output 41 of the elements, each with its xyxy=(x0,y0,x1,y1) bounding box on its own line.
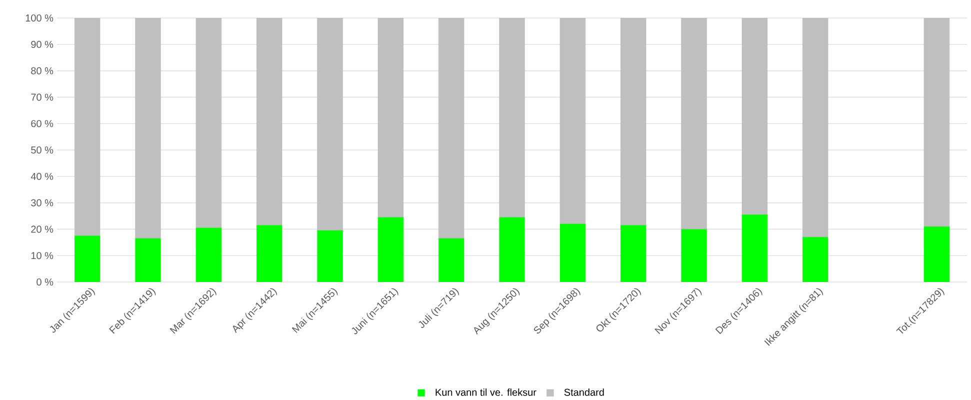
bar xyxy=(560,18,586,224)
y-tick-label: 80 % xyxy=(31,67,54,74)
bar xyxy=(499,18,525,218)
bar xyxy=(924,226,950,282)
bar xyxy=(196,18,222,228)
bar xyxy=(196,228,222,282)
bar xyxy=(742,214,768,282)
y-tick-label: 20 % xyxy=(31,226,54,233)
y-tick-label: 0 % xyxy=(36,278,54,286)
bar xyxy=(317,230,343,282)
bar xyxy=(560,224,586,282)
bar xyxy=(681,18,707,230)
bar xyxy=(742,18,768,215)
y-tick-label: 90 % xyxy=(31,40,54,48)
bar xyxy=(317,18,343,231)
y-tick-label: 100 % xyxy=(26,14,54,22)
bar xyxy=(620,225,646,282)
bar xyxy=(378,18,404,218)
bar xyxy=(438,18,464,239)
y-tick-label: 60 % xyxy=(31,120,54,128)
bar xyxy=(802,236,828,282)
bar xyxy=(378,217,404,282)
bar xyxy=(256,225,282,282)
y-tick-label: 10 % xyxy=(31,252,54,260)
y-tick-label: 70 % xyxy=(31,94,54,101)
bar xyxy=(924,18,950,227)
bar xyxy=(620,18,646,226)
legend-label: Kun vann til ve. fleksur xyxy=(436,388,536,396)
bar xyxy=(681,229,707,282)
bar xyxy=(802,18,828,238)
bar xyxy=(135,18,161,239)
bar xyxy=(135,238,161,282)
bar xyxy=(74,18,100,236)
bar xyxy=(74,236,100,282)
bar xyxy=(438,238,464,282)
y-tick-label: 30 % xyxy=(31,199,54,206)
bar xyxy=(256,18,282,226)
bar xyxy=(499,217,525,282)
legend-label: Standard xyxy=(564,388,604,396)
y-tick-label: 40 % xyxy=(30,172,54,180)
y-tick-label: 50 % xyxy=(31,146,54,154)
